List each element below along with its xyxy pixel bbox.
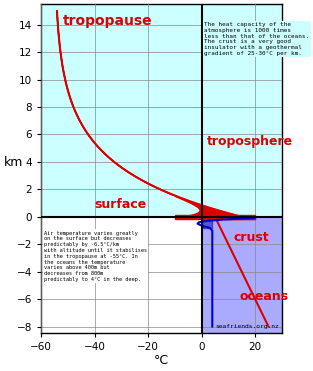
Polygon shape	[215, 217, 255, 219]
Text: crust: crust	[234, 231, 269, 244]
Bar	[202, 217, 282, 334]
Text: troposphere: troposphere	[207, 135, 293, 148]
X-axis label: °C: °C	[154, 354, 169, 367]
Polygon shape	[175, 215, 255, 219]
Text: Air temperature varies greatly
on the surface but decreases
predictably by -6.5°: Air temperature varies greatly on the su…	[44, 230, 147, 282]
Polygon shape	[57, 11, 242, 217]
Text: tropopause: tropopause	[62, 14, 152, 28]
Bar	[41, 217, 202, 334]
Text: seafriends.org.nz: seafriends.org.nz	[215, 324, 279, 329]
Text: oceans: oceans	[239, 290, 288, 303]
Y-axis label: km: km	[4, 156, 23, 169]
Text: surface: surface	[95, 198, 147, 211]
Text: The heat capacity of the
atmosphere is 1000 times
less than that of the oceans.
: The heat capacity of the atmosphere is 1…	[204, 22, 309, 56]
